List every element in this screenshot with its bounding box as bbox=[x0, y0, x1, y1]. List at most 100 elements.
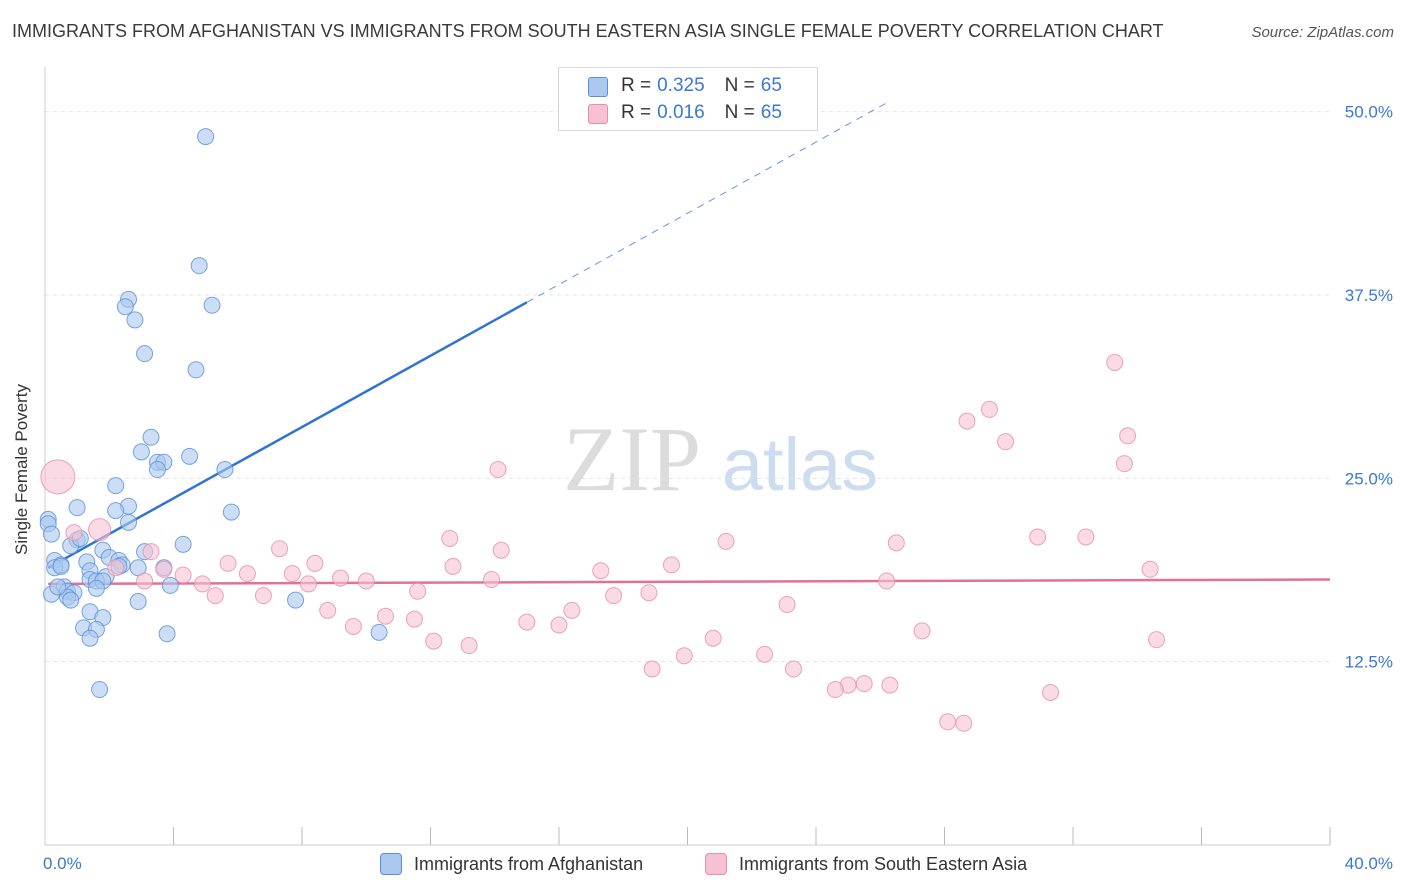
se-asia-point bbox=[785, 660, 803, 678]
se-asia-point bbox=[592, 562, 610, 580]
se-asia-point bbox=[1042, 683, 1060, 701]
se-asia-point bbox=[1106, 353, 1124, 371]
afghanistan-trend-extension bbox=[526, 102, 887, 303]
se-asia-point bbox=[662, 556, 680, 574]
se-asia-point bbox=[271, 540, 289, 558]
afghanistan-point bbox=[116, 298, 134, 316]
afghanistan-point bbox=[42, 525, 60, 543]
se-asia-point bbox=[174, 566, 192, 584]
afghanistan-point bbox=[161, 576, 179, 594]
se-asia-point bbox=[518, 613, 536, 631]
legend-r-value: 0.016 bbox=[657, 102, 705, 123]
axes bbox=[44, 67, 1331, 846]
se-asia-point bbox=[1077, 528, 1095, 546]
se-asia-point bbox=[40, 459, 76, 495]
se-asia-point bbox=[958, 412, 976, 430]
se-asia-point bbox=[460, 637, 478, 655]
legend-n-label: N = bbox=[724, 102, 755, 123]
se-asia-point bbox=[717, 532, 735, 550]
se-asia-point bbox=[142, 543, 160, 561]
watermark-atlas: atlas bbox=[722, 423, 878, 506]
se-asia-point bbox=[193, 575, 211, 593]
legend-n-value: 65 bbox=[760, 75, 782, 96]
se-asia-point bbox=[489, 461, 507, 479]
afghanistan-trend-line bbox=[47, 301, 528, 569]
afghanistan-point bbox=[370, 623, 388, 641]
se-asia-point bbox=[155, 560, 173, 578]
afghanistan-point bbox=[216, 461, 234, 479]
x-tick-label-max: 40.0% bbox=[1345, 854, 1393, 873]
se-asia-point bbox=[955, 714, 973, 732]
tick-labels: 12.5% 25.0% 37.5% 50.0% 0.0% 40.0% bbox=[43, 103, 1393, 873]
afghanistan-point bbox=[203, 296, 221, 314]
se-asia-point bbox=[319, 601, 337, 619]
se-asia-point bbox=[136, 572, 154, 590]
stats-legend: R = 0.325 N = 65 R = 0.016 N = 65 bbox=[558, 67, 818, 131]
y-tick-label: 25.0% bbox=[1345, 469, 1393, 488]
legend-r-label: R = bbox=[621, 75, 652, 96]
afghanistan-point bbox=[81, 629, 99, 647]
afghanistan-point bbox=[91, 681, 109, 699]
se-asia-point bbox=[306, 554, 324, 572]
series-legend-se-asia: Immigrants from South Eastern Asia bbox=[705, 852, 1027, 876]
se-asia-point bbox=[219, 554, 237, 572]
se-asia-point bbox=[826, 681, 844, 699]
se-asia-point bbox=[344, 617, 362, 635]
legend-swatch-blue bbox=[588, 77, 608, 97]
y-tick-label: 50.0% bbox=[1345, 103, 1393, 122]
legend-r-value: 0.325 bbox=[657, 75, 705, 96]
se-asia-point bbox=[550, 616, 568, 634]
se-asia-point bbox=[1115, 455, 1133, 473]
series-name-afghanistan: Immigrants from Afghanistan bbox=[414, 853, 644, 874]
se-asia-point bbox=[444, 557, 462, 575]
series-swatch-pink bbox=[705, 853, 727, 875]
se-asia-point bbox=[878, 572, 896, 590]
se-asia-point bbox=[441, 529, 459, 547]
se-asia-point bbox=[1029, 528, 1047, 546]
se-asia-point bbox=[704, 629, 722, 647]
se-asia-point bbox=[675, 647, 693, 665]
se-asia-point bbox=[605, 587, 623, 605]
y-axis-label: Single Female Poverty bbox=[12, 383, 31, 555]
afghanistan-point bbox=[52, 557, 70, 575]
afghanistan-point bbox=[197, 128, 215, 146]
se-asia-point bbox=[492, 541, 510, 559]
series-legend-afghanistan: Immigrants from Afghanistan bbox=[380, 852, 643, 876]
afghanistan-point bbox=[132, 443, 150, 461]
se-asia-point bbox=[939, 713, 957, 731]
se-asia-point bbox=[254, 587, 272, 605]
afghanistan-point bbox=[190, 257, 208, 275]
watermark-zip: ZIP bbox=[563, 408, 701, 510]
se-asia-point bbox=[238, 565, 256, 583]
series-name-se-asia: Immigrants from South Eastern Asia bbox=[739, 853, 1028, 874]
afghanistan-point bbox=[68, 499, 86, 517]
se-asia-point bbox=[332, 569, 350, 587]
series-swatch-blue bbox=[380, 853, 402, 875]
se-asia-point bbox=[1119, 427, 1137, 445]
legend-n-label: N = bbox=[724, 75, 755, 96]
se-asia-point bbox=[299, 575, 317, 593]
legend-swatch-pink bbox=[588, 104, 608, 124]
se-asia-point bbox=[1141, 560, 1159, 578]
se-asia-point bbox=[913, 622, 931, 640]
afghanistan-point bbox=[136, 345, 154, 363]
afghanistan-point bbox=[107, 477, 125, 495]
se-asia-point bbox=[65, 524, 83, 542]
afghanistan-point bbox=[148, 461, 166, 479]
afghanistan-point bbox=[142, 428, 160, 446]
afghanistan-point bbox=[174, 535, 192, 553]
afghanistan-point bbox=[181, 447, 199, 465]
se-asia-point bbox=[778, 595, 796, 613]
legend-row-se-asia: R = 0.016 N = 65 bbox=[588, 100, 782, 126]
se-asia-point bbox=[377, 607, 395, 625]
data-points bbox=[39, 128, 1166, 732]
se-asia-point bbox=[357, 572, 375, 590]
chart-title: IMMIGRANTS FROM AFGHANISTAN VS IMMIGRANT… bbox=[12, 21, 1164, 41]
afghanistan-point bbox=[287, 591, 305, 609]
se-asia-point bbox=[887, 534, 905, 552]
se-asia-point bbox=[1148, 631, 1166, 649]
se-asia-point bbox=[405, 610, 423, 628]
se-asia-point bbox=[855, 675, 873, 693]
afghanistan-point bbox=[158, 625, 176, 643]
se-asia-point bbox=[756, 645, 774, 663]
